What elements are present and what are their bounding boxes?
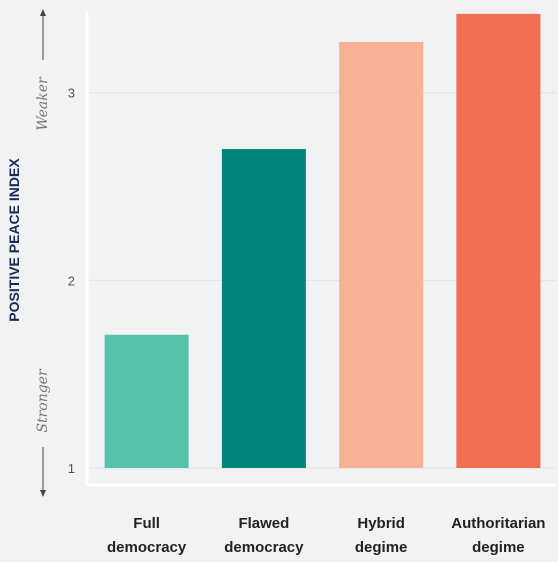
y-ticks: 1 2 3: [68, 86, 75, 476]
y-tick-label: 2: [68, 273, 75, 288]
weaker-arrow: [40, 9, 46, 60]
x-tick-label: democracy: [224, 539, 304, 556]
x-tick-label: democracy: [107, 539, 187, 556]
bar: [456, 13, 541, 468]
axes: [85, 12, 556, 487]
bar: [221, 148, 306, 468]
x-tick-label: Authoritarian: [451, 515, 545, 532]
x-tick-label: degime: [355, 539, 408, 556]
bars: [104, 13, 541, 469]
y-tick-label: 3: [68, 86, 75, 101]
x-labels: Full democracy Flawed democracy Hybrid degime…: [107, 515, 545, 556]
x-tick-label: Hybrid: [357, 515, 405, 532]
y-tick-label: 1: [68, 461, 75, 476]
stronger-annotation: Stronger: [35, 368, 51, 433]
x-tick-label: Flawed: [238, 515, 289, 532]
stronger-arrow: [40, 447, 46, 497]
weaker-annotation: Weaker: [35, 76, 51, 131]
bar: [339, 42, 424, 469]
y-axis-label: POSITIVE PEACE INDEX: [6, 158, 22, 322]
bar: [104, 334, 189, 468]
x-tick-label: degime: [472, 539, 525, 556]
x-tick-label: Full: [133, 515, 160, 532]
